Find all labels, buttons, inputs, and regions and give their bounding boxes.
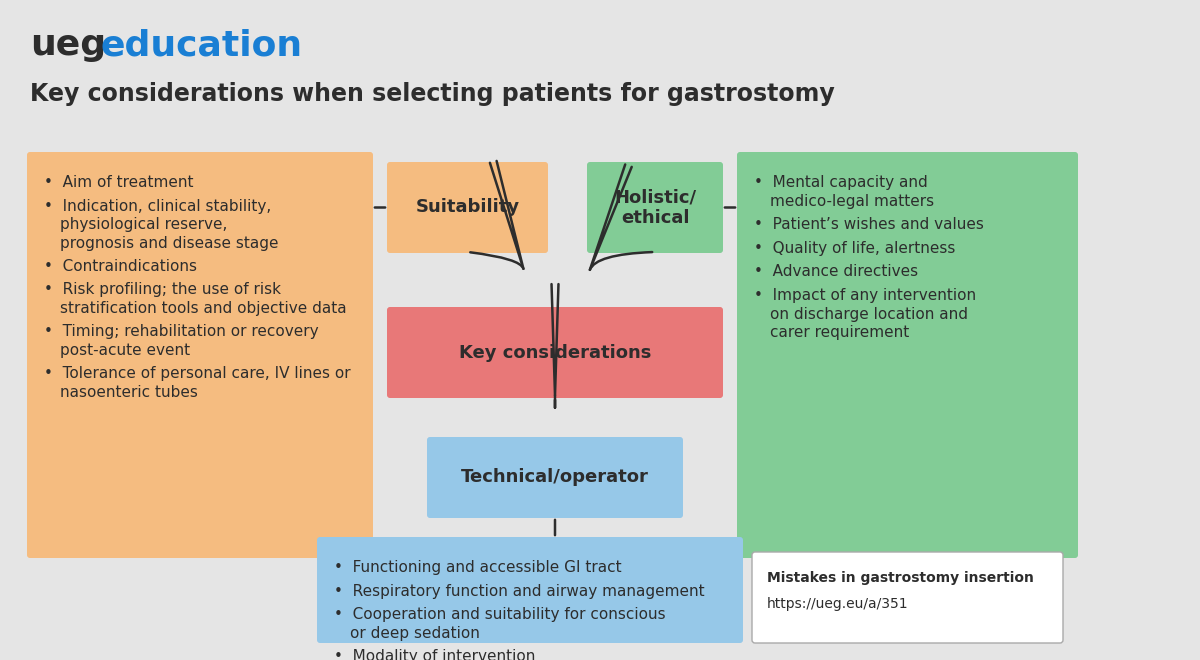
Text: •  Aim of treatment: • Aim of treatment bbox=[44, 175, 193, 190]
Text: •  Functioning and accessible GI tract: • Functioning and accessible GI tract bbox=[334, 560, 622, 575]
Text: •  Patient’s wishes and values: • Patient’s wishes and values bbox=[754, 217, 984, 232]
FancyBboxPatch shape bbox=[737, 152, 1078, 558]
Text: Key considerations: Key considerations bbox=[458, 343, 652, 362]
Text: https://ueg.eu/a/351: https://ueg.eu/a/351 bbox=[767, 597, 908, 611]
Text: •  Cooperation and suitability for conscious: • Cooperation and suitability for consci… bbox=[334, 607, 666, 622]
Text: or deep sedation: or deep sedation bbox=[350, 626, 480, 641]
Text: •  Advance directives: • Advance directives bbox=[754, 264, 918, 279]
Text: •  Respiratory function and airway management: • Respiratory function and airway manage… bbox=[334, 583, 704, 599]
FancyBboxPatch shape bbox=[752, 552, 1063, 643]
Text: post-acute event: post-acute event bbox=[60, 343, 190, 358]
Text: ueg: ueg bbox=[30, 28, 106, 62]
Text: Mistakes in gastrostomy insertion: Mistakes in gastrostomy insertion bbox=[767, 571, 1034, 585]
Text: •  Timing; rehabilitation or recovery: • Timing; rehabilitation or recovery bbox=[44, 324, 319, 339]
Text: Key considerations when selecting patients for gastrostomy: Key considerations when selecting patien… bbox=[30, 82, 835, 106]
Text: Technical/operator: Technical/operator bbox=[461, 469, 649, 486]
Text: •  Risk profiling; the use of risk: • Risk profiling; the use of risk bbox=[44, 282, 281, 298]
Text: •  Contraindications: • Contraindications bbox=[44, 259, 197, 274]
Text: Holistic/
ethical: Holistic/ ethical bbox=[614, 188, 696, 227]
FancyBboxPatch shape bbox=[587, 162, 722, 253]
Text: •  Indication, clinical stability,: • Indication, clinical stability, bbox=[44, 199, 271, 214]
Text: •  Impact of any intervention: • Impact of any intervention bbox=[754, 288, 976, 303]
Text: prognosis and disease stage: prognosis and disease stage bbox=[60, 236, 278, 251]
Text: education: education bbox=[100, 28, 302, 62]
Text: •  Quality of life, alertness: • Quality of life, alertness bbox=[754, 240, 955, 255]
FancyBboxPatch shape bbox=[386, 307, 722, 398]
FancyBboxPatch shape bbox=[28, 152, 373, 558]
Text: •  Modality of intervention: • Modality of intervention bbox=[334, 649, 535, 660]
Text: nasoenteric tubes: nasoenteric tubes bbox=[60, 385, 198, 400]
FancyBboxPatch shape bbox=[317, 537, 743, 643]
Text: •  Mental capacity and: • Mental capacity and bbox=[754, 175, 928, 190]
Text: medico-legal matters: medico-legal matters bbox=[770, 193, 934, 209]
Text: •  Tolerance of personal care, IV lines or: • Tolerance of personal care, IV lines o… bbox=[44, 366, 350, 381]
Text: physiological reserve,: physiological reserve, bbox=[60, 217, 227, 232]
Text: Suitability: Suitability bbox=[415, 199, 520, 216]
Text: carer requirement: carer requirement bbox=[770, 325, 910, 340]
Text: stratification tools and objective data: stratification tools and objective data bbox=[60, 301, 347, 316]
Text: on discharge location and: on discharge location and bbox=[770, 307, 968, 321]
FancyBboxPatch shape bbox=[427, 437, 683, 518]
FancyBboxPatch shape bbox=[386, 162, 548, 253]
